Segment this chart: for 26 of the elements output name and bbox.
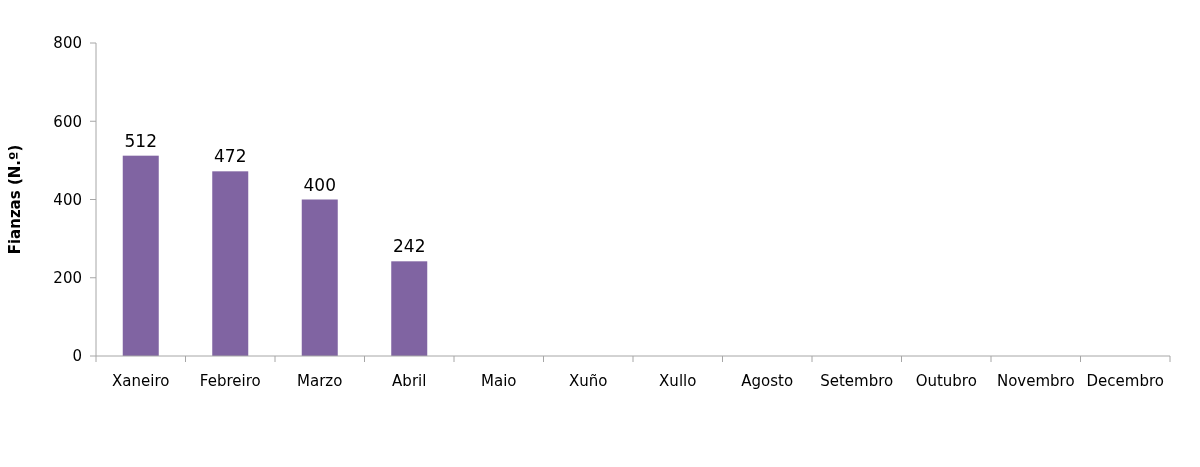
x-tick-label: Outubro [915,372,977,390]
x-tick-label: Maio [481,372,517,390]
x-tick-label: Setembro [820,372,894,390]
x-tick-label: Decembro [1086,372,1164,390]
y-tick-label: 0 [72,347,82,366]
bar [391,261,428,356]
x-tick-label: Xuño [569,372,608,390]
y-tick-label: 200 [53,269,82,287]
x-tick-label: Abril [392,372,427,390]
x-tick-label: Novembro [996,372,1075,390]
data-label: 242 [393,236,426,257]
data-label: 472 [214,146,247,167]
bar [122,155,159,356]
data-label: 400 [303,174,336,195]
y-tick-label: 400 [53,190,82,209]
data-label: 512 [124,130,157,151]
x-tick-label: Marzo [297,372,343,390]
x-tick-label: Xaneiro [112,372,170,390]
y-axis-title: Fianzas (N.º) [6,144,24,255]
bar [301,199,338,356]
y-tick-label: 600 [53,112,82,131]
bar [212,171,249,356]
x-tick-label: Agosto [741,372,794,390]
x-tick-label: Febreiro [199,372,261,390]
x-tick-label: Xullo [659,372,697,390]
y-tick-label: 800 [53,34,82,53]
